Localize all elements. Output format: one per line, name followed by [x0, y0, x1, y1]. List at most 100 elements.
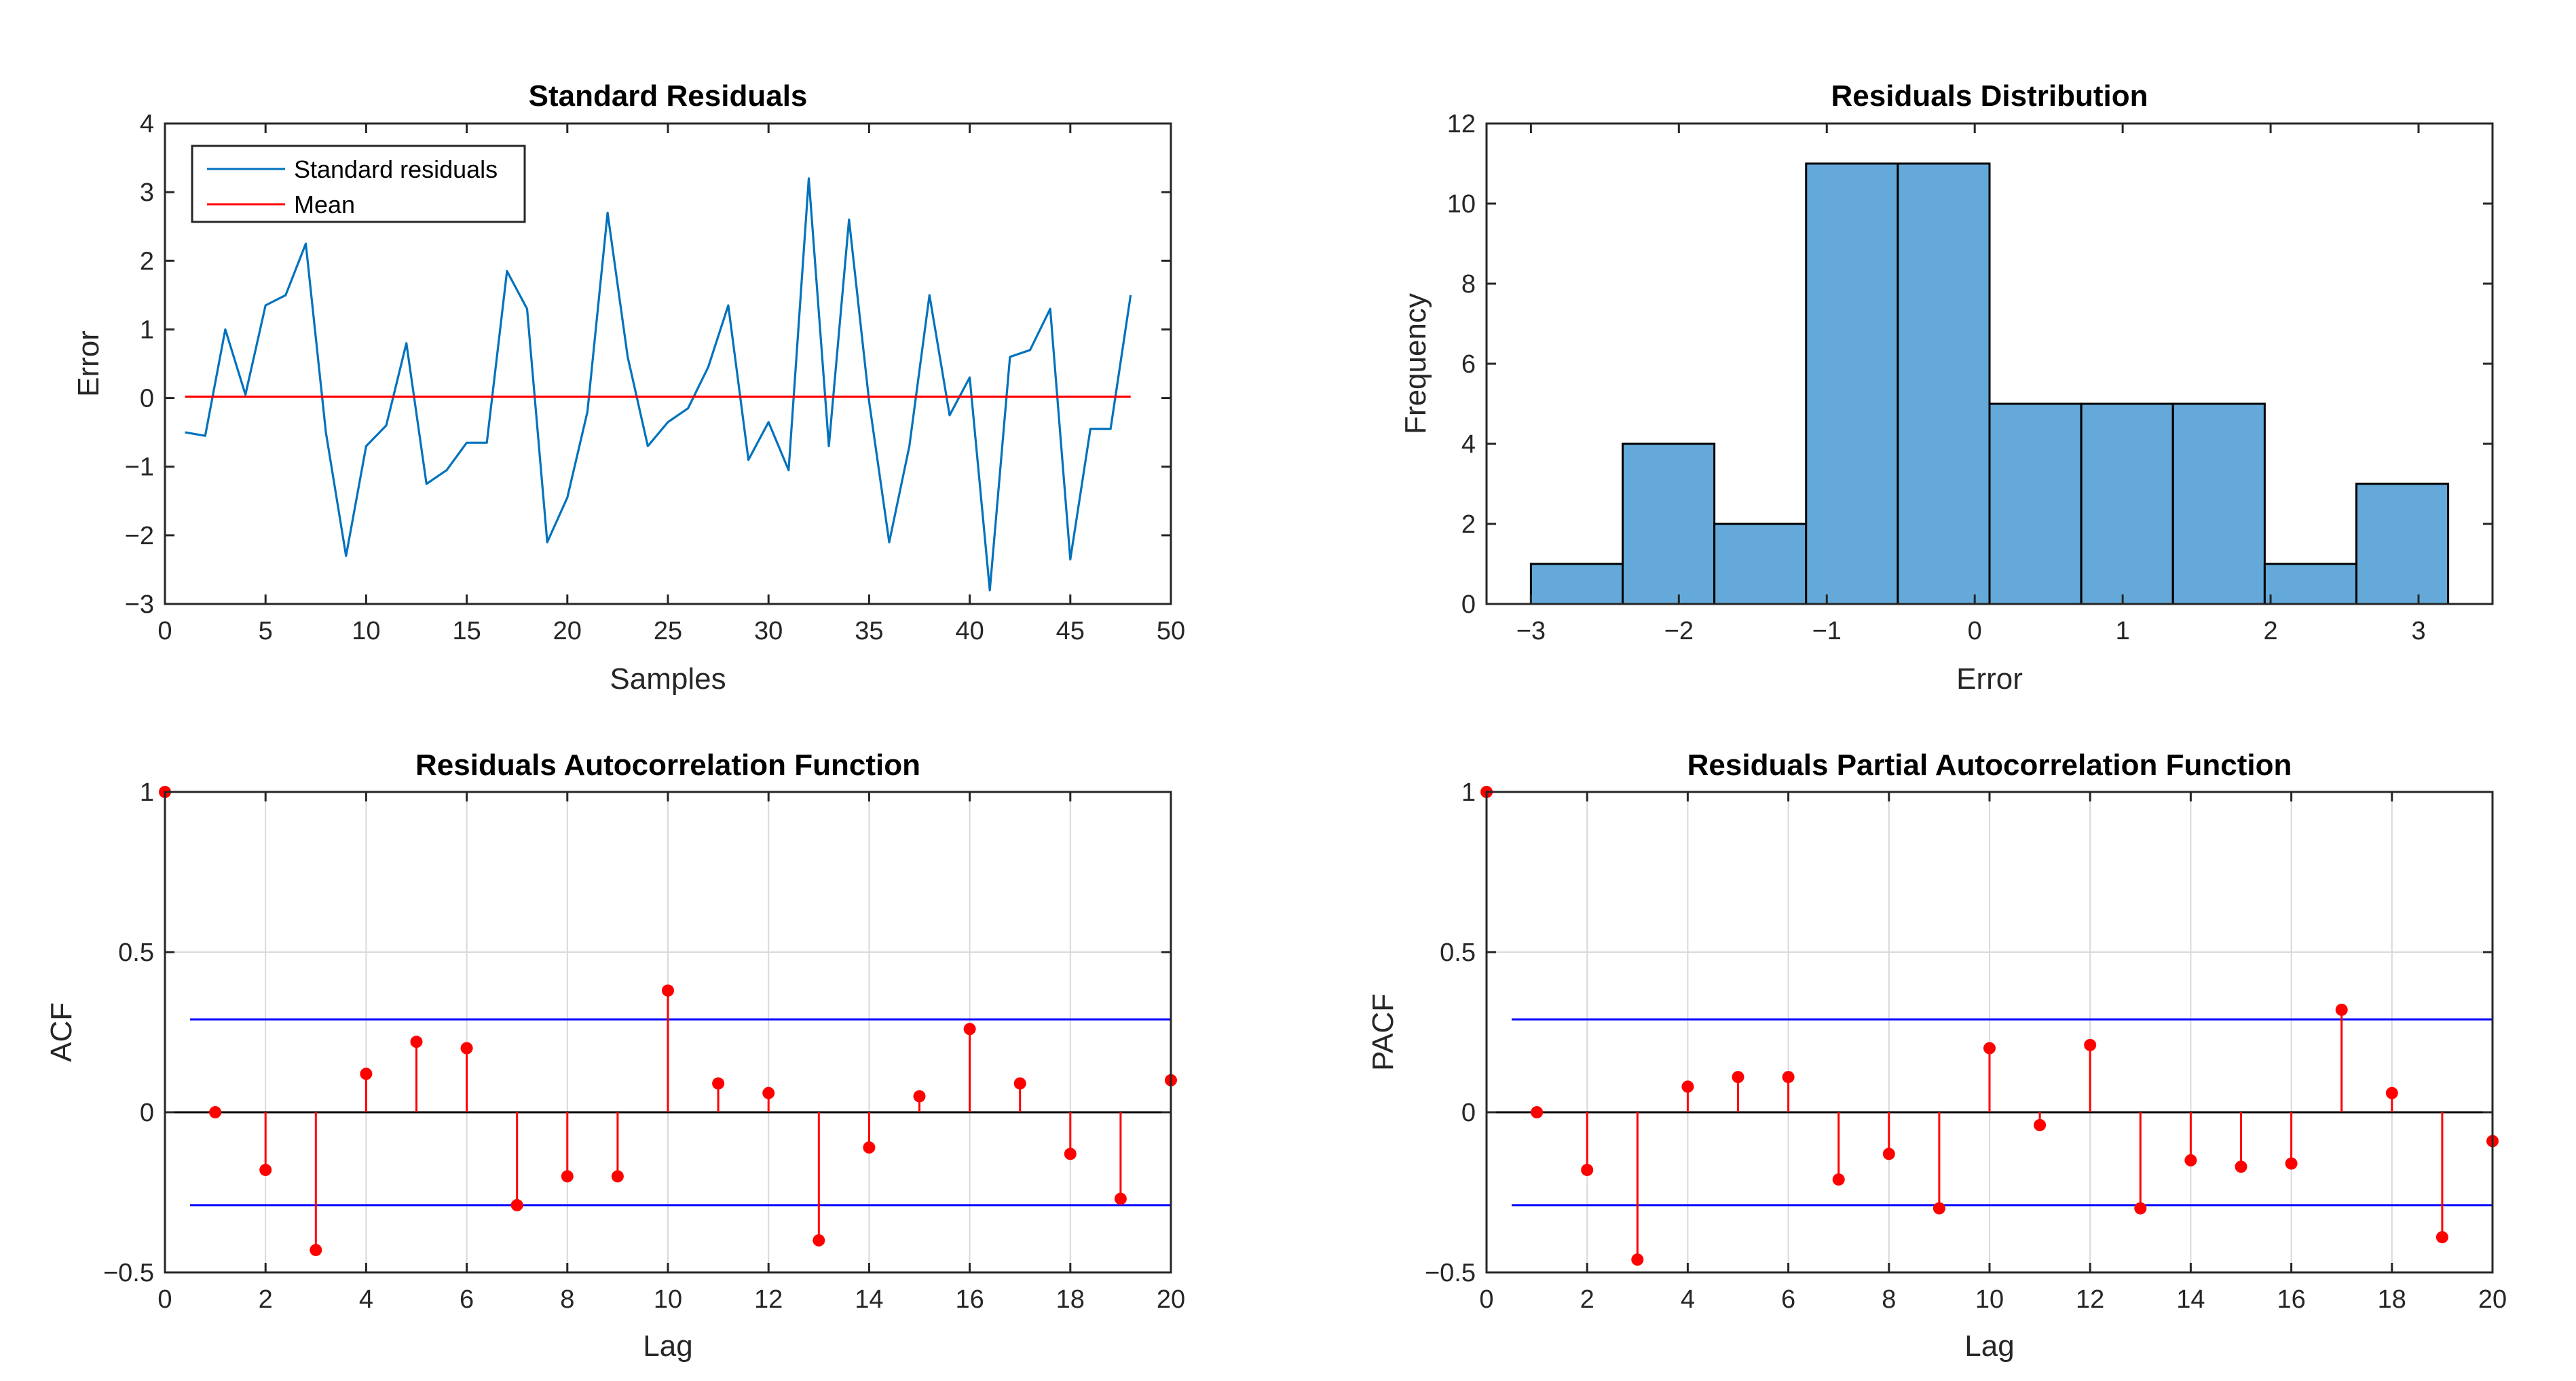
stem-marker	[360, 1067, 373, 1080]
residuals-legend: Standard residuals Mean	[191, 145, 526, 223]
x-tick-label: −1	[1812, 617, 1842, 645]
x-tick-label: −2	[1664, 617, 1694, 645]
x-tick-label: 10	[654, 1285, 682, 1314]
x-tick-label: 1	[2116, 617, 2130, 645]
x-tick-label: 10	[1975, 1285, 2004, 1314]
x-tick-label: 12	[754, 1285, 783, 1314]
y-tick-label: −0.5	[103, 1259, 154, 1287]
stem-marker	[863, 1141, 876, 1154]
x-tick-label: 35	[855, 617, 883, 645]
stem-marker	[2235, 1160, 2247, 1173]
stem-marker	[510, 1198, 523, 1211]
x-tick-label: 15	[452, 617, 481, 645]
stem-marker	[611, 1170, 624, 1183]
x-tick-label: 16	[955, 1285, 984, 1314]
x-tick-label: 20	[2478, 1285, 2507, 1314]
pacf-x-axis-label: Lag	[1964, 1329, 2014, 1363]
residuals-panel: 0 5 10 15 20 25 30 35 40 45 50 −3 −2 −1 0 1 2 3 4 Standard…	[72, 79, 1185, 696]
x-tick-label: 0	[1479, 1285, 1493, 1314]
stem-marker	[2084, 1038, 2097, 1051]
pacf-panel: 0 2 4 6 8 10 12 14 16 18 20−0.500.51 Residuals Par…	[1366, 749, 2507, 1363]
y-tick-label: −1	[125, 453, 154, 482]
x-tick-label: 25	[654, 617, 682, 645]
stem-marker	[2385, 1086, 2398, 1099]
histogram-bar	[1713, 523, 1808, 605]
histogram-bar	[1622, 442, 1716, 605]
x-tick-label: 4	[359, 1285, 373, 1314]
stem-marker	[1631, 1253, 1644, 1266]
legend-label-standard-residuals: Standard residuals	[294, 155, 498, 183]
histogram-bar	[1529, 563, 1624, 605]
stem-marker	[963, 1023, 976, 1036]
x-tick-label: 20	[1157, 1285, 1185, 1314]
y-tick-label: 10	[1447, 190, 1476, 219]
histogram-bar	[2080, 402, 2174, 605]
stem-marker	[1933, 1202, 1945, 1215]
x-tick-label: 6	[1781, 1285, 1795, 1314]
stem-marker	[1114, 1192, 1127, 1205]
y-tick-label: 4	[140, 110, 154, 138]
y-tick-label: 0.5	[118, 939, 154, 967]
histogram-bar	[1805, 162, 1899, 605]
y-tick-label: 6	[1461, 350, 1476, 379]
x-tick-label: 8	[1882, 1285, 1896, 1314]
stem-marker	[310, 1243, 322, 1256]
x-tick-label: 6	[460, 1285, 474, 1314]
y-tick-label: 2	[140, 247, 154, 276]
histogram-bar	[2171, 402, 2266, 605]
y-tick-label: 8	[1461, 270, 1476, 299]
y-tick-label: 0	[140, 385, 154, 413]
y-tick-label: 0.5	[1440, 939, 1476, 967]
x-tick-label: 8	[560, 1285, 574, 1314]
acf-panel: 0 2 4 6 8 10 12 14 16 18 20−0.500.51 Residuals Aut…	[45, 749, 1185, 1363]
residuals-y-axis-label: Error	[72, 330, 105, 397]
stem-marker	[1581, 1163, 1594, 1176]
stem-marker	[913, 1090, 926, 1103]
stem-marker	[1882, 1148, 1895, 1160]
stem-marker	[1782, 1071, 1795, 1084]
y-tick-label: 0	[1461, 590, 1476, 619]
x-tick-label: −3	[1516, 617, 1546, 645]
stem-marker	[762, 1086, 775, 1099]
x-tick-label: 30	[754, 617, 783, 645]
y-tick-label: 1	[140, 778, 154, 807]
residuals-x-axis-label: Samples	[610, 662, 726, 696]
x-tick-label: 0	[157, 1285, 172, 1314]
histogram-x-axis-label: Error	[1956, 662, 2023, 696]
acf-y-axis-label: ACF	[45, 1002, 78, 1062]
stem-marker	[410, 1036, 423, 1048]
legend-box	[191, 145, 526, 223]
y-tick-label: 0	[1461, 1099, 1476, 1127]
stem-marker	[2134, 1202, 2147, 1215]
x-tick-label: 14	[2176, 1285, 2205, 1314]
stem-marker	[2335, 1003, 2348, 1016]
x-tick-label: 4	[1681, 1285, 1695, 1314]
legend-label-mean: Mean	[294, 191, 355, 219]
y-tick-label: 0	[140, 1099, 154, 1127]
histogram-bar	[2263, 563, 2357, 605]
acf-x-axis-label: Lag	[643, 1329, 692, 1363]
stem-marker	[2285, 1157, 2298, 1170]
y-tick-label: −2	[125, 522, 154, 550]
y-tick-label: 12	[1447, 110, 1476, 138]
x-tick-label: 18	[2378, 1285, 2406, 1314]
pacf-y-axis-label: PACF	[1366, 994, 1400, 1071]
y-tick-label: 2	[1461, 510, 1476, 539]
stem-marker	[1832, 1173, 1845, 1186]
acf-title: Residuals Autocorrelation Function	[415, 749, 920, 782]
histogram-bar	[1988, 402, 2083, 605]
stem-marker	[1531, 1106, 1544, 1118]
x-tick-label: 0	[1968, 617, 1982, 645]
residuals-title: Standard Residuals	[529, 79, 808, 113]
histogram-title: Residuals Distribution	[1831, 79, 2148, 113]
y-tick-label: 1	[1461, 778, 1476, 807]
x-tick-label: 12	[2076, 1285, 2104, 1314]
y-tick-label: 1	[140, 316, 154, 344]
x-tick-label: 2	[1580, 1285, 1594, 1314]
stem-marker	[209, 1106, 222, 1118]
histogram-bar	[1897, 162, 1991, 605]
x-tick-label: 50	[1157, 617, 1185, 645]
